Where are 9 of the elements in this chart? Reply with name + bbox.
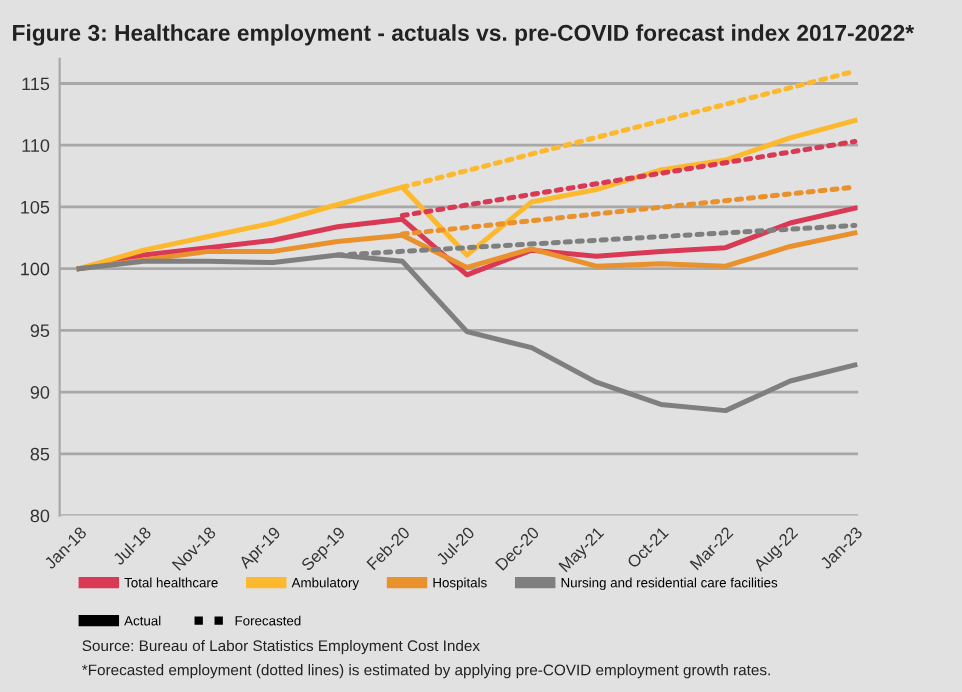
y-tick-label: 100 [21,262,50,276]
y-tick-label: 115 [22,77,50,91]
chart-title: Figure 3: Healthcare employment - actuals vs. pre-COVID forecast index 2017-2022* [13,24,915,46]
y-tick-label: 90 [30,386,50,399]
y-tick-label: 105 [21,200,50,214]
y-tick-label: 95 [30,324,50,338]
y-tick-label: 110 [22,139,50,152]
y-tick-label: 85 [30,447,50,461]
y-tick-label: 80 [30,509,50,523]
